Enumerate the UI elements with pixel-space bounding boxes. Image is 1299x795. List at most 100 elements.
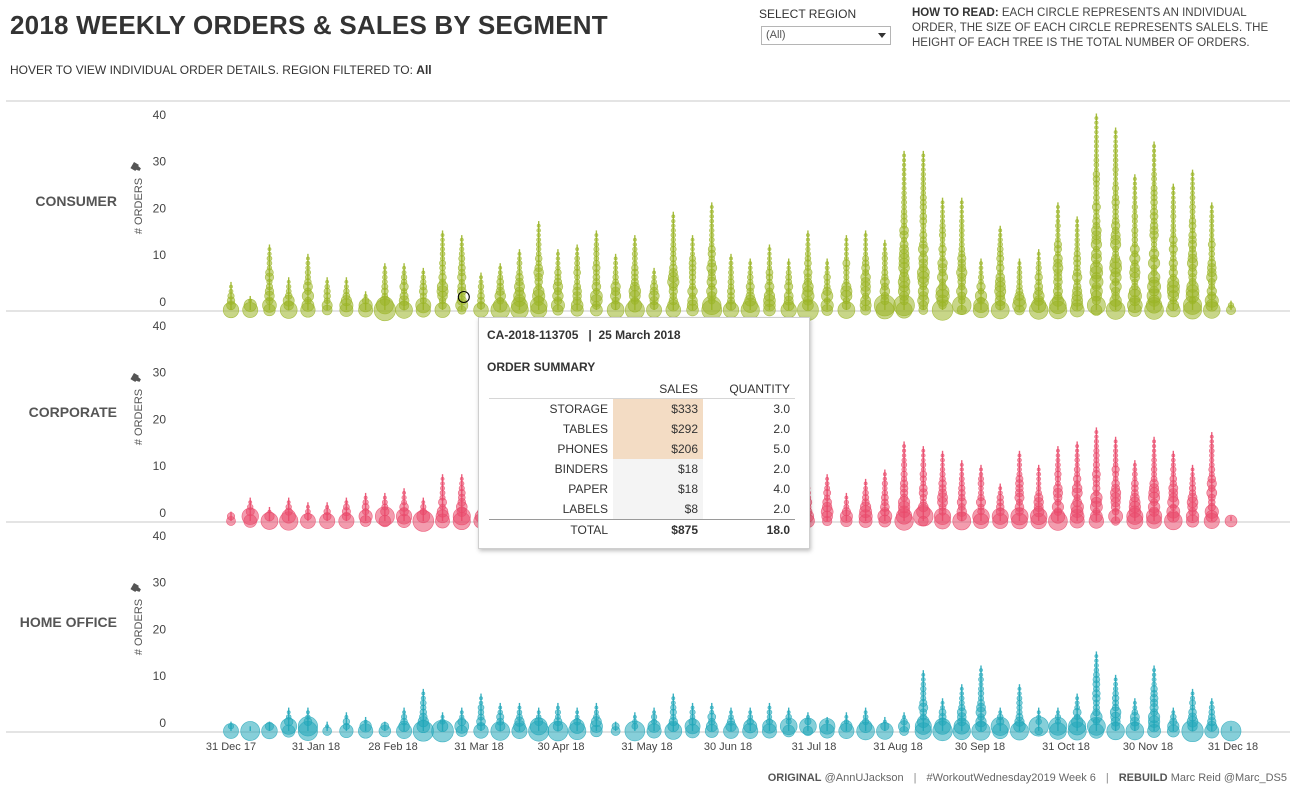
order-circle[interactable] <box>940 209 945 215</box>
order-circle[interactable] <box>1224 514 1238 528</box>
week-tree[interactable] <box>358 716 374 739</box>
order-circle[interactable] <box>979 261 983 266</box>
order-circle[interactable] <box>1151 153 1157 158</box>
order-circle[interactable] <box>881 489 888 497</box>
order-circle[interactable] <box>670 241 677 248</box>
week-tree[interactable] <box>279 497 299 531</box>
order-circle[interactable] <box>747 714 754 720</box>
order-circle[interactable] <box>517 251 522 256</box>
order-circle[interactable] <box>420 503 427 511</box>
order-circle[interactable] <box>401 713 408 721</box>
order-circle[interactable] <box>420 274 426 280</box>
order-circle[interactable] <box>921 672 926 677</box>
order-circle[interactable] <box>440 476 445 481</box>
order-circle[interactable] <box>1132 209 1138 215</box>
order-circle[interactable] <box>440 237 445 243</box>
order-circle[interactable] <box>1075 223 1080 228</box>
order-circle[interactable] <box>612 269 619 276</box>
order-circle[interactable] <box>728 714 734 720</box>
order-circle[interactable] <box>1016 279 1023 285</box>
order-circle[interactable] <box>921 448 926 453</box>
order-circle[interactable] <box>825 261 830 266</box>
week-tree[interactable] <box>991 483 1009 529</box>
order-circle[interactable] <box>996 713 1004 721</box>
order-circle[interactable] <box>1093 153 1099 159</box>
order-circle[interactable] <box>690 251 695 257</box>
order-circle[interactable] <box>1113 176 1119 182</box>
order-circle[interactable] <box>1151 181 1157 187</box>
week-tree[interactable] <box>858 478 873 528</box>
order-circle[interactable] <box>959 223 965 229</box>
order-circle[interactable] <box>863 246 868 252</box>
order-circle[interactable] <box>1170 199 1176 205</box>
order-circle[interactable] <box>940 462 945 468</box>
week-tree[interactable] <box>837 235 856 319</box>
order-circle[interactable] <box>1055 218 1061 224</box>
order-circle[interactable] <box>977 274 984 281</box>
order-circle[interactable] <box>575 251 580 256</box>
order-circle[interactable] <box>382 274 388 280</box>
order-circle[interactable] <box>593 241 600 248</box>
order-circle[interactable] <box>594 237 599 242</box>
order-circle[interactable] <box>555 265 561 271</box>
order-circle[interactable] <box>978 681 984 687</box>
order-circle[interactable] <box>306 505 310 509</box>
week-tree[interactable] <box>873 239 896 320</box>
order-circle[interactable] <box>631 250 638 257</box>
order-circle[interactable] <box>882 251 888 257</box>
order-circle[interactable] <box>708 236 715 243</box>
order-circle[interactable] <box>843 719 849 725</box>
week-tree[interactable] <box>339 277 354 317</box>
week-tree[interactable] <box>529 221 548 319</box>
order-circle[interactable] <box>1055 214 1061 219</box>
order-circle[interactable] <box>1151 453 1157 458</box>
week-tree[interactable] <box>1166 707 1180 738</box>
order-circle[interactable] <box>1190 176 1195 181</box>
week-tree[interactable] <box>454 707 470 737</box>
order-circle[interactable] <box>343 284 349 289</box>
order-circle[interactable] <box>226 512 236 521</box>
order-circle[interactable] <box>477 283 485 290</box>
week-tree[interactable] <box>1220 720 1242 742</box>
order-circle[interactable] <box>1036 260 1042 266</box>
week-tree[interactable] <box>952 197 972 316</box>
order-circle[interactable] <box>421 270 426 275</box>
order-circle[interactable] <box>959 232 965 238</box>
order-circle[interactable] <box>264 721 274 731</box>
order-circle[interactable] <box>1132 223 1138 229</box>
order-circle[interactable] <box>901 181 907 187</box>
order-circle[interactable] <box>998 486 1003 491</box>
week-tree[interactable] <box>1185 464 1200 528</box>
order-circle[interactable] <box>862 714 869 720</box>
week-tree[interactable] <box>396 707 413 739</box>
order-circle[interactable] <box>1093 663 1099 668</box>
week-tree[interactable] <box>1147 665 1161 738</box>
order-circle[interactable] <box>959 695 965 701</box>
order-circle[interactable] <box>363 495 368 500</box>
order-circle[interactable] <box>901 185 907 191</box>
order-circle[interactable] <box>382 270 388 275</box>
order-circle[interactable] <box>940 213 945 219</box>
order-circle[interactable] <box>1093 139 1099 144</box>
week-tree[interactable] <box>1029 249 1049 320</box>
order-circle[interactable] <box>1190 181 1195 186</box>
order-circle[interactable] <box>709 241 715 248</box>
order-circle[interactable] <box>766 709 773 716</box>
order-circle[interactable] <box>978 672 984 678</box>
week-tree[interactable] <box>260 506 279 530</box>
order-circle[interactable] <box>651 274 657 280</box>
order-circle[interactable] <box>516 269 523 276</box>
order-circle[interactable] <box>1151 462 1157 468</box>
order-circle[interactable] <box>1190 199 1196 205</box>
order-circle[interactable] <box>1113 452 1119 459</box>
order-circle[interactable] <box>882 485 888 491</box>
week-tree[interactable] <box>1127 174 1143 317</box>
week-tree[interactable] <box>358 291 374 318</box>
order-circle[interactable] <box>670 700 676 706</box>
order-circle[interactable] <box>1170 223 1177 229</box>
order-circle[interactable] <box>1209 443 1215 449</box>
order-circle[interactable] <box>1074 246 1080 252</box>
order-circle[interactable] <box>978 676 984 683</box>
order-circle[interactable] <box>709 205 714 209</box>
order-circle[interactable] <box>1208 448 1215 454</box>
